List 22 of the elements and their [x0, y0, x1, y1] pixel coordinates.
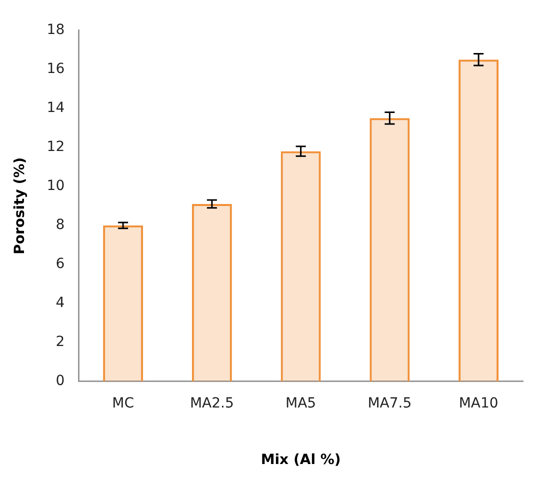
y-tick-label: 4: [56, 295, 65, 312]
x-tick-label: MA10: [458, 395, 498, 412]
x-tick-label: MA2.5: [190, 395, 234, 412]
x-tick-label: MC: [112, 395, 134, 412]
y-tick-label: 12: [46, 139, 65, 156]
x-axis-title: Mix (Al %): [260, 452, 341, 468]
bar: [280, 151, 321, 382]
y-tick-label: 6: [56, 256, 65, 272]
x-tick-label: MA5: [286, 395, 316, 412]
y-tick-label: 8: [56, 217, 65, 234]
x-tick-label: MA7.5: [368, 395, 412, 412]
bar: [103, 225, 144, 382]
bar: [192, 204, 232, 382]
bar: [458, 60, 499, 382]
y-axis-title: Porosity (%): [12, 157, 28, 254]
y-tick-label: 16: [46, 61, 65, 78]
y-tick-label: 2: [56, 334, 65, 350]
bar: [370, 118, 410, 382]
y-tick-label: 10: [46, 178, 65, 194]
y-tick-label: 18: [46, 22, 65, 38]
y-tick-label: 14: [46, 100, 65, 116]
y-tick-label: 0: [56, 373, 65, 390]
